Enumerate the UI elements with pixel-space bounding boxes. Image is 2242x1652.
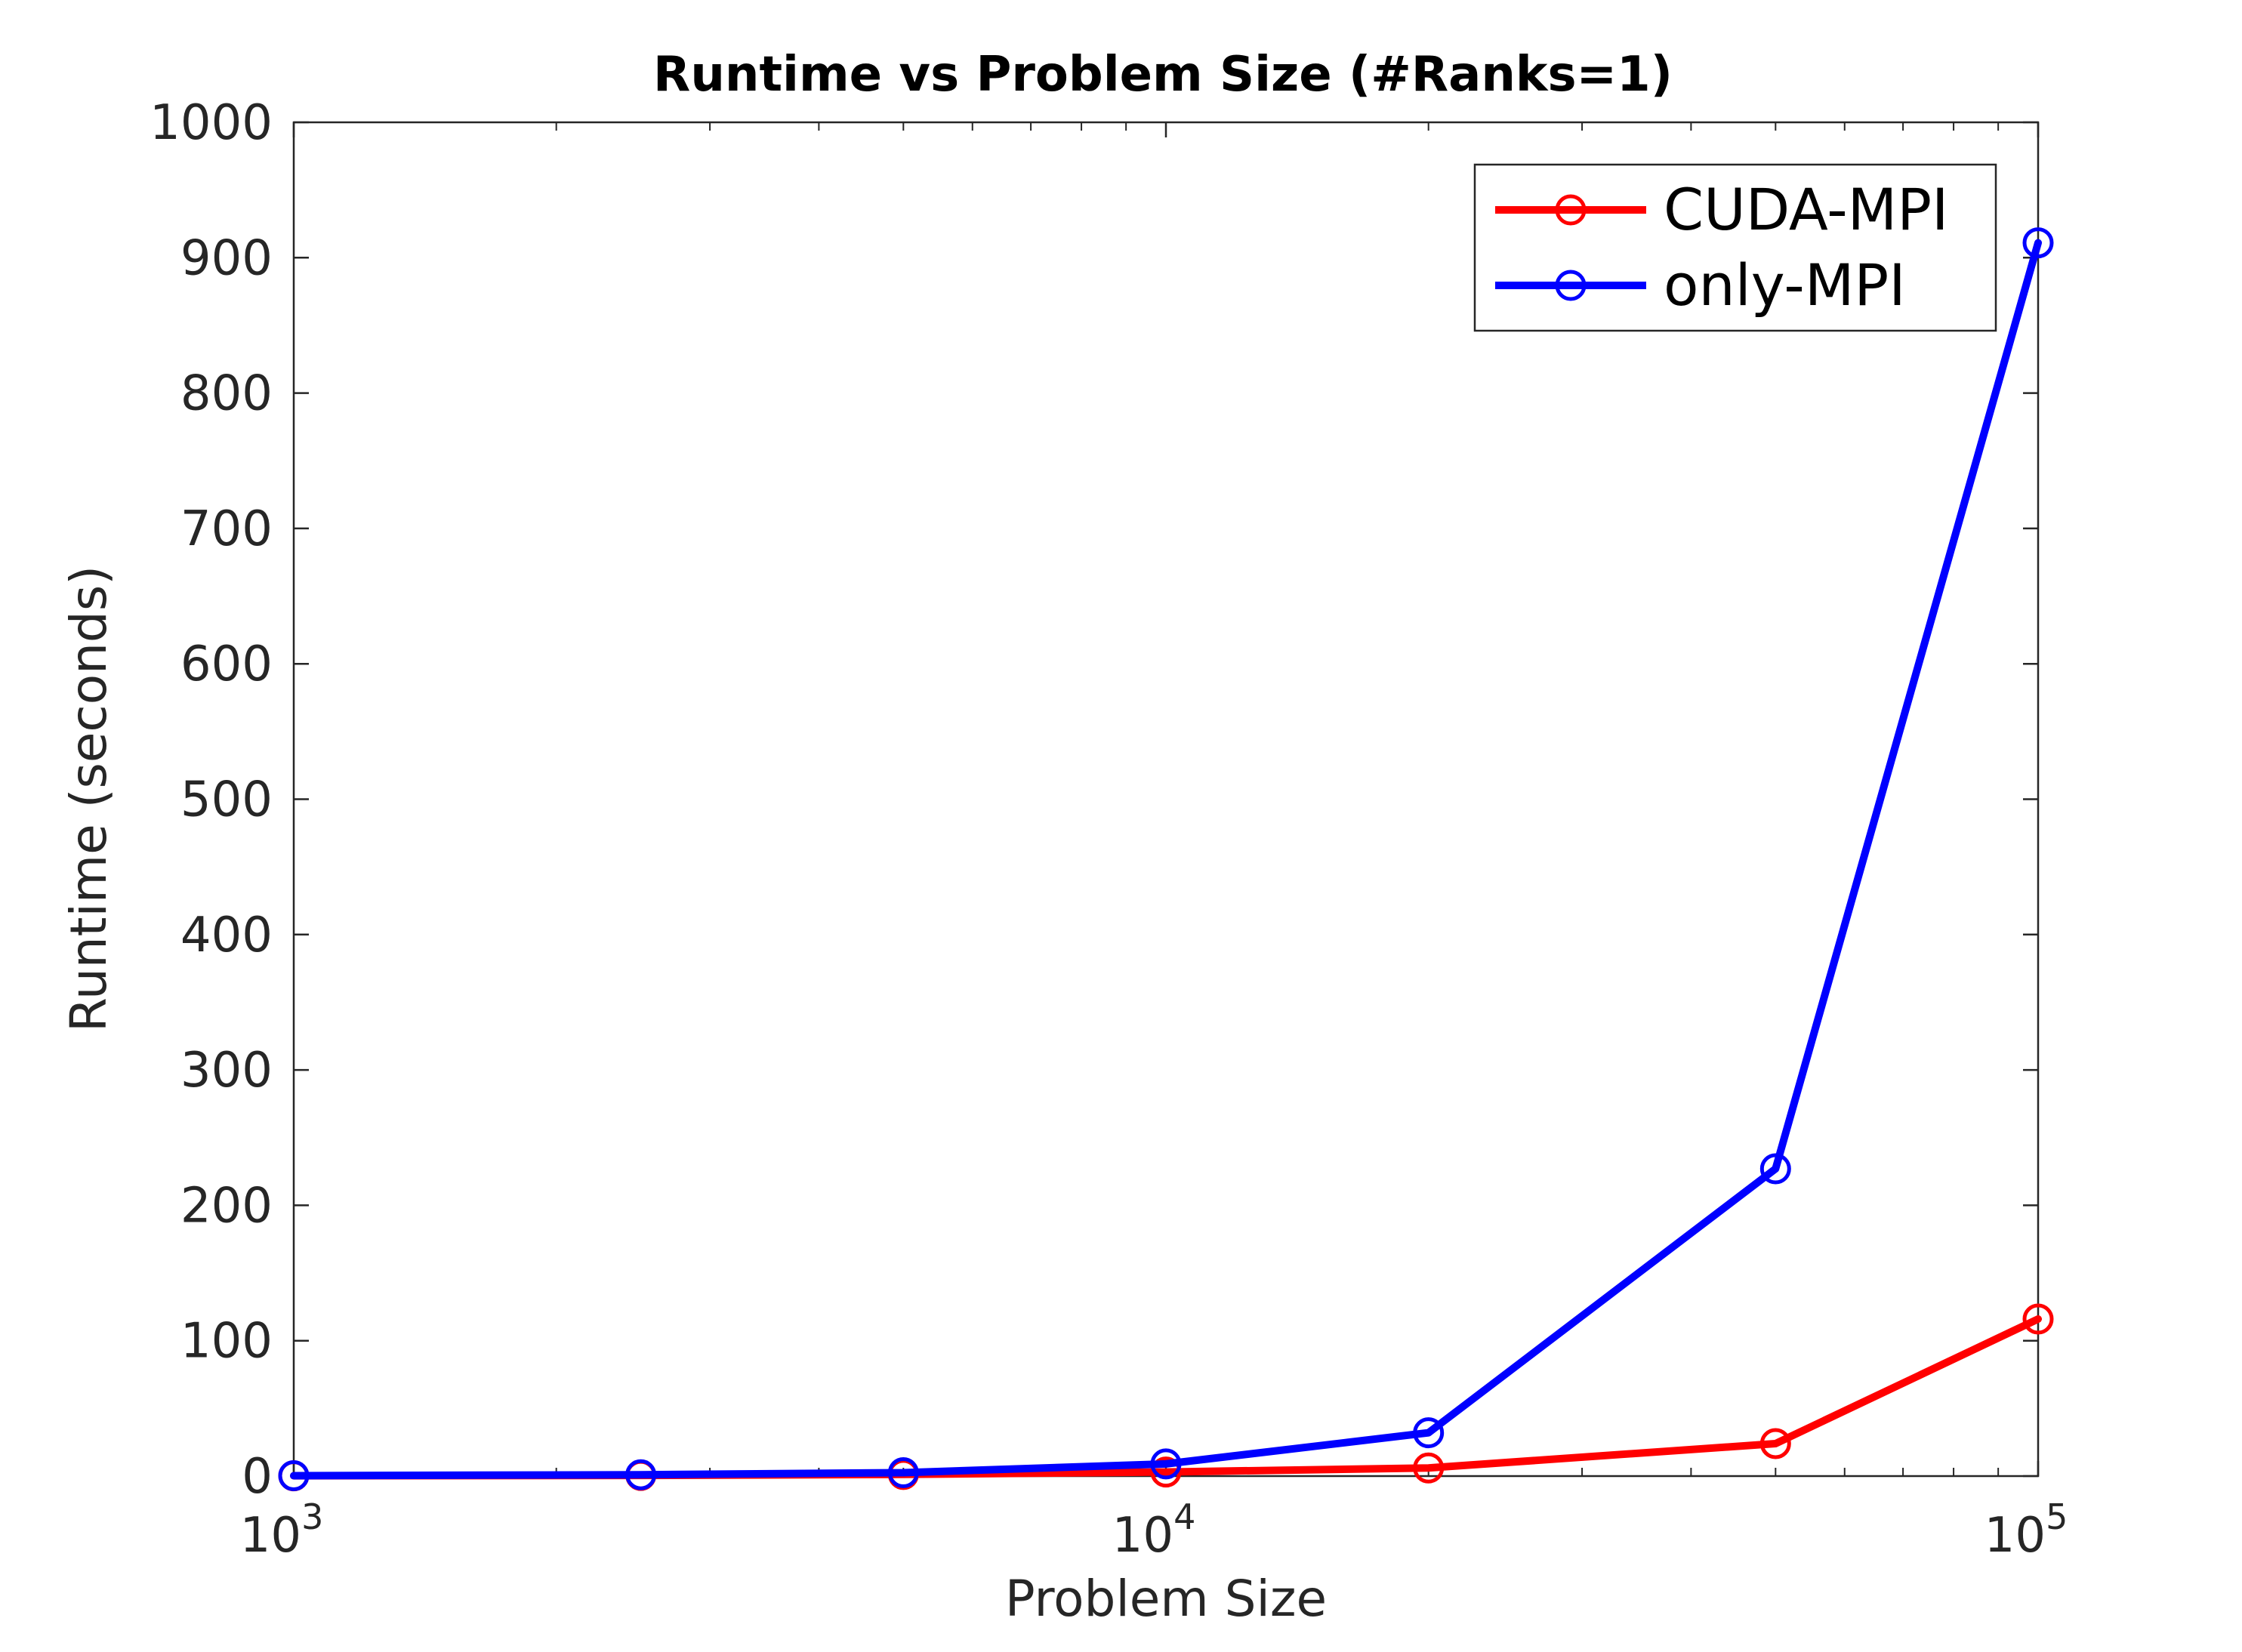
legend-marker <box>1555 270 1587 301</box>
legend-label: only-MPI <box>1664 251 1906 319</box>
y-tick-label: 400 <box>180 908 273 963</box>
series-layer <box>278 227 2054 1492</box>
series-only-mpi <box>278 227 2054 1491</box>
data-point <box>1413 1417 1445 1449</box>
data-point <box>2022 227 2054 259</box>
series-line <box>290 239 2042 1480</box>
legend: CUDA-MPI only-MPI <box>1473 163 1997 332</box>
y-axis-label: Runtime (seconds) <box>60 566 118 1032</box>
data-point <box>1759 1153 1791 1185</box>
y-tick-label: 900 <box>180 230 273 286</box>
chart-title: Runtime vs Problem Size (#Ranks=1) <box>653 47 1673 103</box>
axis-ticks: 0 100 200 300 400 500 600 700 800 900 1000 103 104 10… <box>150 95 2068 1564</box>
data-point <box>278 1459 310 1491</box>
y-tick-label: 600 <box>180 636 273 692</box>
legend-label: CUDA-MPI <box>1664 176 1948 243</box>
legend-marker <box>1555 194 1587 226</box>
y-tick-label: 1000 <box>150 95 273 151</box>
y-tick-label: 500 <box>180 772 273 828</box>
legend-item: CUDA-MPI <box>1495 176 1948 243</box>
x-tick-label: 105 <box>1984 1496 2068 1564</box>
y-tick-label: 800 <box>180 366 273 422</box>
data-point <box>1150 1448 1182 1480</box>
x-tick-label: 104 <box>1112 1496 1196 1564</box>
y-tick-label: 0 <box>242 1449 273 1505</box>
plot-area <box>292 121 2040 1478</box>
x-axis-label: Problem Size <box>1005 1570 1327 1628</box>
y-tick-label: 200 <box>180 1178 273 1234</box>
y-tick-label: 300 <box>180 1043 273 1099</box>
legend-item: only-MPI <box>1495 251 1906 319</box>
data-point <box>625 1459 657 1490</box>
data-point <box>2022 1303 2054 1335</box>
data-point <box>1413 1452 1445 1484</box>
data-point <box>887 1457 919 1489</box>
y-tick-label: 700 <box>180 501 273 557</box>
x-tick-label: 103 <box>240 1496 324 1564</box>
data-point <box>1759 1428 1791 1459</box>
legend-box <box>1473 163 1997 332</box>
data-point <box>1150 1456 1182 1488</box>
y-tick-label: 100 <box>180 1314 273 1370</box>
